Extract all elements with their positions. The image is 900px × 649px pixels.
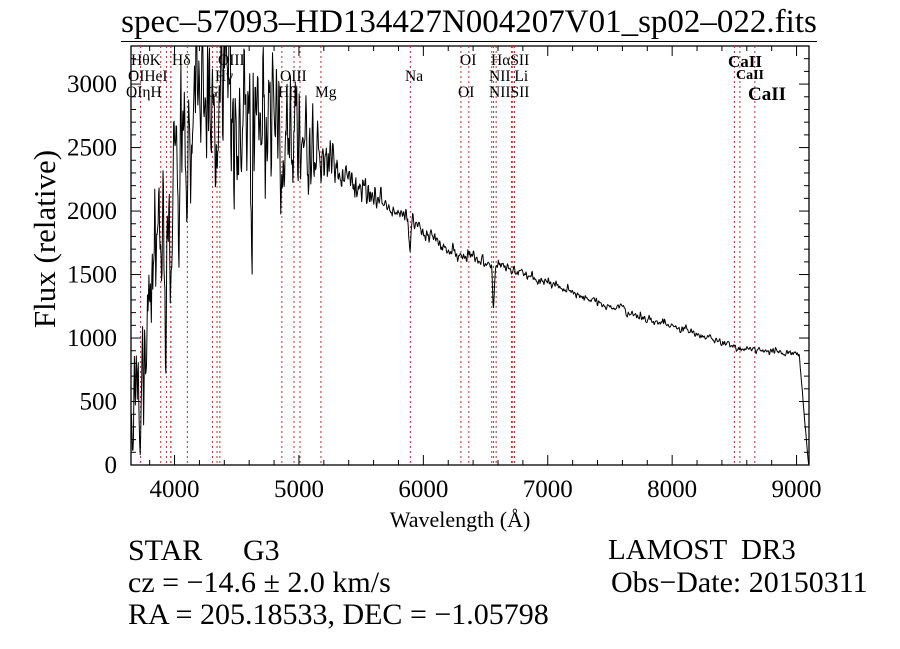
svg-text:4000: 4000	[150, 476, 200, 503]
svg-text:7000: 7000	[523, 476, 573, 503]
svg-text:500: 500	[80, 389, 118, 416]
svg-text:2500: 2500	[67, 135, 117, 162]
svg-text:5000: 5000	[274, 476, 324, 503]
svg-text:8000: 8000	[647, 476, 697, 503]
svg-text:0: 0	[105, 452, 118, 479]
svg-text:2000: 2000	[67, 198, 117, 225]
svg-text:9000: 9000	[772, 476, 822, 503]
svg-text:6000: 6000	[398, 476, 448, 503]
svg-text:1000: 1000	[67, 325, 117, 352]
svg-text:1500: 1500	[67, 262, 117, 289]
svg-text:3000: 3000	[67, 71, 117, 98]
